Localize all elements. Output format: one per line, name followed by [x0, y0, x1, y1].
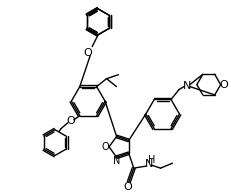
- Text: N: N: [183, 81, 191, 91]
- Text: N: N: [113, 156, 120, 166]
- Text: N: N: [144, 159, 153, 169]
- Text: O: O: [123, 182, 132, 192]
- Text: O: O: [84, 48, 93, 58]
- Text: H: H: [148, 155, 155, 165]
- Text: O: O: [101, 142, 109, 152]
- Text: O: O: [219, 80, 228, 90]
- Text: O: O: [67, 116, 75, 126]
